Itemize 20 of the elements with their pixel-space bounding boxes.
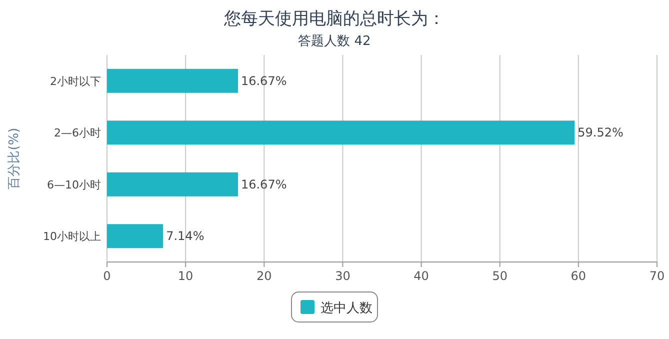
xtick: 70 [649, 269, 665, 283]
xtick: 40 [414, 269, 429, 283]
title: 您每天使用电脑的总时长为： [224, 9, 445, 29]
ylabel: 百分比(%) [7, 128, 22, 190]
ytick: 6—10小时 [47, 178, 101, 192]
xtick: 30 [335, 269, 350, 283]
xtick: 20 [256, 269, 272, 283]
value-label: 16.67% [240, 74, 287, 88]
legend-label: 选中人数 [320, 301, 372, 316]
ytick: 2—6小时 [54, 126, 101, 140]
ytick: 2小时以下 [50, 74, 101, 88]
xtick: 10 [178, 269, 194, 283]
xtick: 60 [570, 269, 586, 283]
xtick: 50 [492, 269, 508, 283]
ytick: 10小时以上 [43, 230, 101, 244]
value-label: 59.52% [578, 126, 624, 140]
value-label: 7.14% [166, 229, 204, 244]
xtick: 0 [103, 269, 111, 283]
value-label: 16.67% [240, 177, 287, 192]
subtitle: 答题人数 42 [298, 34, 371, 49]
